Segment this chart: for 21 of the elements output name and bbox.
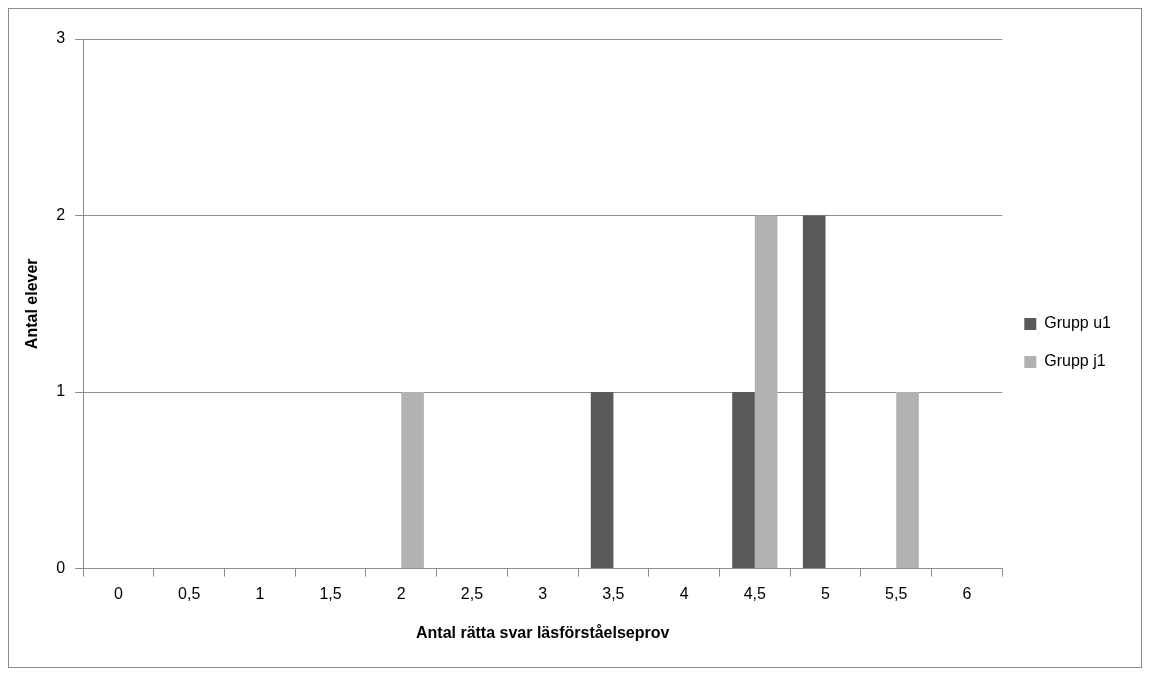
legend-label: Grupp j1 xyxy=(1044,352,1106,370)
y-tick-label: 3 xyxy=(56,29,66,47)
x-tick-label: 4,5 xyxy=(743,584,767,602)
x-tick-label: 2,5 xyxy=(460,584,484,602)
x-tick-label: 1,5 xyxy=(319,584,342,602)
x-tick-label: 4 xyxy=(679,584,689,602)
x-tick-label: 6 xyxy=(962,584,972,602)
y-axis-title: Antal elever xyxy=(23,258,41,350)
x-tick-label: 5,5 xyxy=(885,584,908,602)
x-tick-label: 5 xyxy=(821,584,831,602)
x-axis-title: Antal rätta svar läsförståelseprov xyxy=(415,623,670,641)
y-tick-label: 0 xyxy=(56,559,66,577)
x-tick-label: 3 xyxy=(538,584,548,602)
x-tick-label: 1 xyxy=(255,584,265,602)
y-tick-label: 1 xyxy=(56,382,66,400)
x-tick-label: 2 xyxy=(396,584,406,602)
x-tick-label: 3,5 xyxy=(602,584,625,602)
legend-label: Grupp u1 xyxy=(1044,314,1112,332)
x-tick-label: 0,5 xyxy=(178,584,201,602)
y-tick-label: 2 xyxy=(56,205,66,223)
x-tick-label: 0 xyxy=(114,584,123,602)
